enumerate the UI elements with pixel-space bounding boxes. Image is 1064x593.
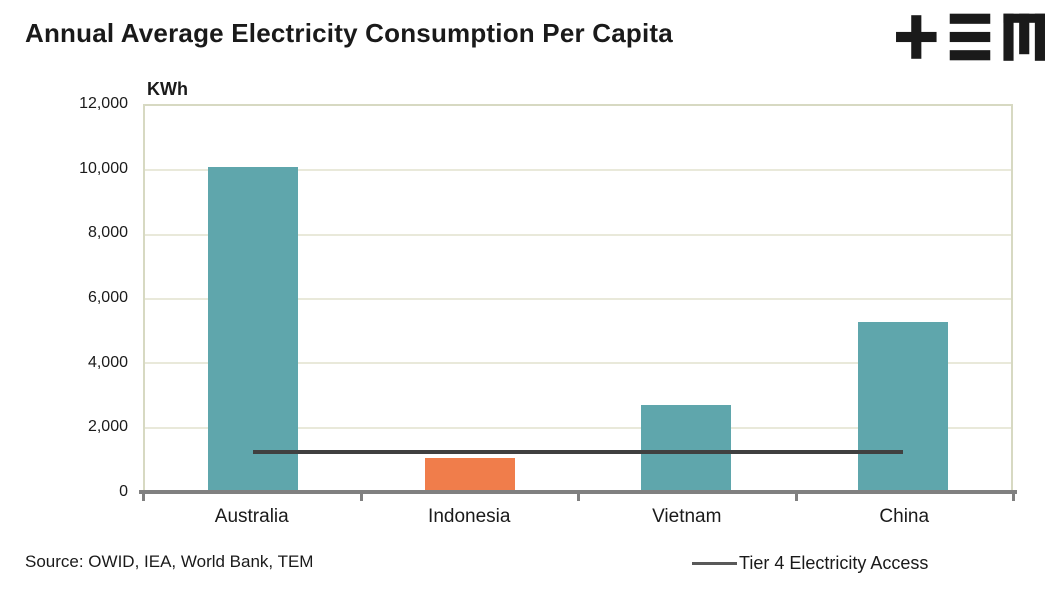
x-axis-ticks: [142, 492, 1015, 502]
reference-line: [253, 449, 903, 454]
y-tick-label: 8,000: [87, 224, 128, 242]
bar-indonesia: [424, 458, 515, 492]
x-axis-category-labels: Australia Indonesia Vietnam China: [143, 506, 1013, 532]
y-tick-label: 12,000: [79, 95, 128, 112]
axis-tick: [142, 492, 145, 501]
y-tick-label: 4,000: [87, 353, 128, 371]
legend: Tier 4 Electricity Access: [692, 552, 928, 574]
legend-label: Tier 4 Electricity Access: [739, 552, 929, 573]
y-axis-unit-label: KWh: [147, 79, 188, 99]
source-note: Source: OWID, IEA, World Bank, TEM: [25, 552, 314, 571]
gridline: [145, 298, 1011, 300]
plot-area: [143, 104, 1013, 492]
legend-line-swatch-icon: [692, 561, 737, 565]
x-axis-baseline: [139, 490, 1017, 494]
gridline: [145, 426, 1011, 429]
y-tick-label: 6,000: [87, 289, 128, 306]
bar-china: [857, 321, 948, 492]
axis-tick: [1012, 492, 1015, 501]
y-axis-tick-labels: 0 2,000 4,000 6,000 8,000 10,000 12,000: [0, 95, 128, 500]
tem-logo-icon: [894, 13, 1046, 62]
y-tick-label: 2,000: [87, 418, 128, 436]
gridline: [145, 362, 1011, 365]
gridline: [145, 169, 1011, 172]
x-axis-label-australia: Australia: [214, 506, 289, 527]
bar-australia: [208, 167, 299, 492]
axis-tick: [577, 492, 580, 501]
axis-tick: [359, 492, 363, 501]
page-title: Annual Average Electricity Consumption P…: [25, 18, 673, 48]
x-axis-label-china: China: [879, 506, 930, 527]
y-tick-label: 10,000: [79, 159, 128, 177]
gridline: [145, 233, 1011, 236]
axis-tick: [794, 492, 798, 501]
y-tick-label: 0: [119, 483, 128, 500]
bar-vietnam: [641, 405, 732, 492]
x-axis-label-indonesia: Indonesia: [428, 506, 511, 527]
x-axis-label-vietnam: Vietnam: [652, 506, 722, 527]
